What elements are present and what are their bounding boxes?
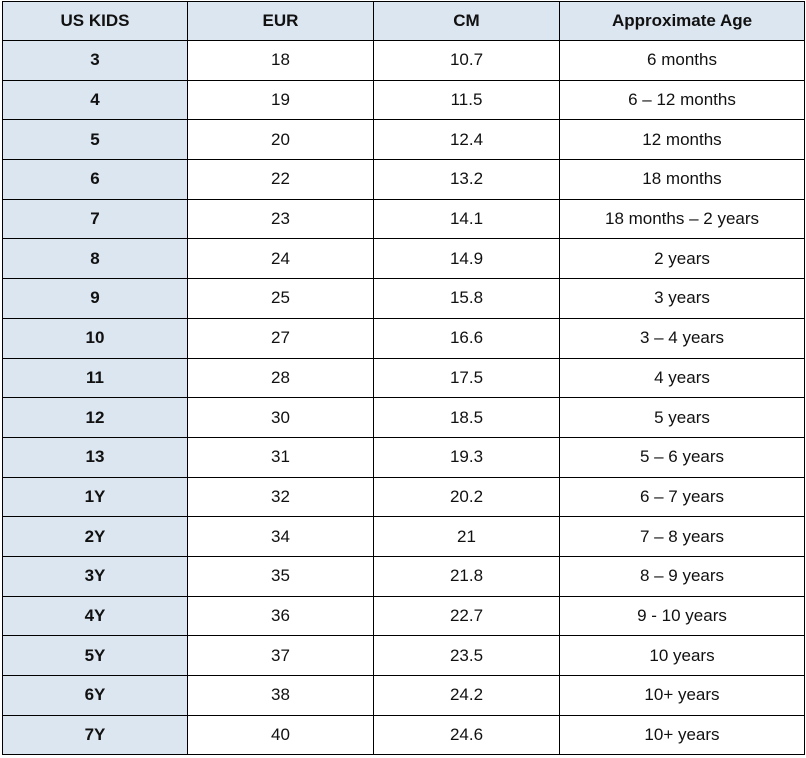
size-cell: 2Y xyxy=(2,516,188,557)
size-cell: 8 xyxy=(2,238,188,280)
table-cell: 23 xyxy=(187,198,374,240)
table-cell: 2 years xyxy=(559,238,805,280)
table-cell: 12.4 xyxy=(373,119,560,161)
size-cell: 5Y xyxy=(2,635,188,676)
table-cell: 3 years xyxy=(559,278,805,319)
table-cell: 40 xyxy=(187,714,374,756)
table-cell: 20.2 xyxy=(373,476,560,518)
table-cell: 8 – 9 years xyxy=(559,555,805,597)
size-cell: 4 xyxy=(2,79,188,121)
size-cell: 9 xyxy=(2,278,188,319)
table-row: 13 31 19.3 5 – 6 years xyxy=(2,436,805,478)
table-cell: 36 xyxy=(187,595,374,637)
header-cell: US KIDS xyxy=(2,1,188,41)
size-cell: 1Y xyxy=(2,476,188,518)
size-cell: 12 xyxy=(2,397,188,438)
table-cell: 18 months xyxy=(559,159,805,200)
table-cell: 9 - 10 years xyxy=(559,595,805,637)
table-cell: 22 xyxy=(187,159,374,200)
table-row: 2Y 34 21 7 – 8 years xyxy=(2,516,805,557)
table-cell: 38 xyxy=(187,675,374,716)
table-row: 12 30 18.5 5 years xyxy=(2,397,805,438)
table-cell: 6 – 12 months xyxy=(559,79,805,121)
table-row: 9 25 15.8 3 years xyxy=(2,278,805,319)
size-cell: 7 xyxy=(2,198,188,240)
table-cell: 30 xyxy=(187,397,374,438)
table-cell: 13.2 xyxy=(373,159,560,200)
header-cell: Approximate Age xyxy=(559,1,805,41)
table-cell: 15.8 xyxy=(373,278,560,319)
size-cell: 6Y xyxy=(2,675,188,716)
table-cell: 25 xyxy=(187,278,374,319)
table-row: 6Y 38 24.2 10+ years xyxy=(2,675,805,716)
table-cell: 24 xyxy=(187,238,374,280)
table-cell: 21 xyxy=(373,516,560,557)
table-row: 3 18 10.7 6 months xyxy=(2,40,805,81)
table-cell: 6 – 7 years xyxy=(559,476,805,518)
table-cell: 37 xyxy=(187,635,374,676)
table-cell: 5 – 6 years xyxy=(559,436,805,478)
table-cell: 27 xyxy=(187,317,374,359)
table-cell: 6 months xyxy=(559,40,805,81)
table-cell: 31 xyxy=(187,436,374,478)
table-cell: 16.6 xyxy=(373,317,560,359)
table-row: 5 20 12.4 12 months xyxy=(2,119,805,161)
size-cell: 5 xyxy=(2,119,188,161)
table-row: 6 22 13.2 18 months xyxy=(2,159,805,200)
table-cell: 23.5 xyxy=(373,635,560,676)
table-cell: 10+ years xyxy=(559,714,805,756)
table-cell: 3 – 4 years xyxy=(559,317,805,359)
table-cell: 22.7 xyxy=(373,595,560,637)
table-cell: 10 years xyxy=(559,635,805,676)
table-cell: 18 xyxy=(187,40,374,81)
table-cell: 4 years xyxy=(559,357,805,399)
table-row: 1Y 32 20.2 6 – 7 years xyxy=(2,476,805,518)
table-cell: 20 xyxy=(187,119,374,161)
table-cell: 18 months – 2 years xyxy=(559,198,805,240)
table-cell: 24.2 xyxy=(373,675,560,716)
size-cell: 7Y xyxy=(2,714,188,756)
table-cell: 7 – 8 years xyxy=(559,516,805,557)
table-cell: 11.5 xyxy=(373,79,560,121)
size-cell: 11 xyxy=(2,357,188,399)
table-cell: 17.5 xyxy=(373,357,560,399)
size-cell: 10 xyxy=(2,317,188,359)
table-row: 8 24 14.9 2 years xyxy=(2,238,805,280)
table-cell: 24.6 xyxy=(373,714,560,756)
table-cell: 19.3 xyxy=(373,436,560,478)
table-row: 10 27 16.6 3 – 4 years xyxy=(2,317,805,359)
table-cell: 19 xyxy=(187,79,374,121)
table-cell: 14.1 xyxy=(373,198,560,240)
table-cell: 12 months xyxy=(559,119,805,161)
size-cell: 3Y xyxy=(2,555,188,597)
table-body: 3 18 10.7 6 months 4 19 11.5 6 – 12 months 5 20 12… xyxy=(2,40,805,756)
size-cell: 13 xyxy=(2,436,188,478)
header-cell: CM xyxy=(373,1,560,41)
table-row: 4 19 11.5 6 – 12 months xyxy=(2,79,805,121)
table-cell: 14.9 xyxy=(373,238,560,280)
size-cell: 6 xyxy=(2,159,188,200)
header-row: US KIDS EUR CM Approximate Age xyxy=(2,1,805,41)
table-cell: 28 xyxy=(187,357,374,399)
header-cell: EUR xyxy=(187,1,374,41)
table-cell: 34 xyxy=(187,516,374,557)
table-row: 7Y 40 24.6 10+ years xyxy=(2,714,805,756)
size-cell: 3 xyxy=(2,40,188,81)
table-row: 4Y 36 22.7 9 - 10 years xyxy=(2,595,805,637)
table-cell: 32 xyxy=(187,476,374,518)
table-row: 11 28 17.5 4 years xyxy=(2,357,805,399)
table-row: 5Y 37 23.5 10 years xyxy=(2,635,805,676)
table-row: 7 23 14.1 18 months – 2 years xyxy=(2,198,805,240)
table-cell: 5 years xyxy=(559,397,805,438)
table-cell: 10+ years xyxy=(559,675,805,716)
table-cell: 21.8 xyxy=(373,555,560,597)
table-cell: 18.5 xyxy=(373,397,560,438)
size-cell: 4Y xyxy=(2,595,188,637)
table-row: 3Y 35 21.8 8 – 9 years xyxy=(2,555,805,597)
table-cell: 35 xyxy=(187,555,374,597)
table-cell: 10.7 xyxy=(373,40,560,81)
